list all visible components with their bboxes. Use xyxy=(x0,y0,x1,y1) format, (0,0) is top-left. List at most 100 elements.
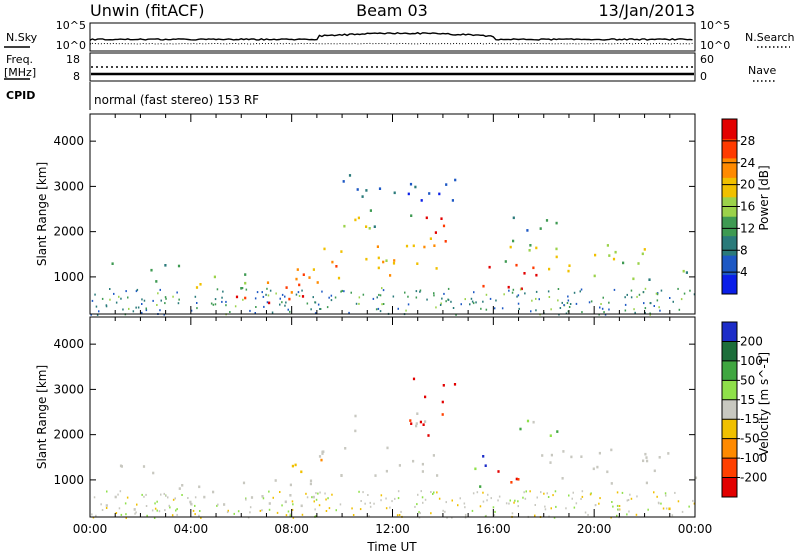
power-noise-cell xyxy=(355,302,358,305)
power-noise-cell xyxy=(267,294,270,297)
velocity-cell-b12 xyxy=(532,420,535,424)
power-noise-cell xyxy=(271,311,274,314)
velocity-noise-cell xyxy=(145,493,147,496)
y-tick-label: 2000 xyxy=(53,225,84,239)
velocity-noise-cell xyxy=(176,508,178,511)
velocity-noise-cell xyxy=(572,491,574,494)
velocity-noise-cell xyxy=(584,511,587,514)
velocity-noise-cell xyxy=(181,494,183,496)
power-noise-cell xyxy=(156,304,158,306)
power-noise-cell xyxy=(263,305,265,308)
power-noise-cell xyxy=(164,302,166,305)
velocity-noise-cell xyxy=(398,514,401,516)
power-colorbar-swatch xyxy=(722,119,737,139)
power-noise-cell xyxy=(501,307,504,310)
power-cell-b12 xyxy=(555,255,558,259)
power-cell-b6 xyxy=(405,244,409,248)
x-tick-label: 20:00 xyxy=(577,522,612,536)
velocity-noise-cell xyxy=(594,504,597,506)
power-noise-cell xyxy=(601,307,604,310)
x-tick-label: 16:00 xyxy=(476,522,511,536)
power-noise-cell xyxy=(404,291,406,294)
power-noise-cell xyxy=(659,309,661,312)
power-noise-cell xyxy=(281,293,284,296)
velocity-colorbar: 200 100 50 15 -15 -50 -100 -200 xyxy=(721,321,767,498)
power-cell-b7 xyxy=(440,217,443,220)
velocity-noise-cell xyxy=(397,490,400,493)
velocity-noise-cell xyxy=(547,496,550,498)
power-noise-cell xyxy=(145,307,147,310)
power-noise-cell xyxy=(165,297,167,300)
power-axes: 1000 2000 3000 4000 xyxy=(53,114,696,314)
power-noise-cell xyxy=(279,297,281,300)
velocity-noise-cell xyxy=(618,505,621,507)
velocity-noise-cell xyxy=(514,499,516,502)
cpid-text: normal (fast stereo) 153 RF xyxy=(94,93,259,107)
freq-panel-frame xyxy=(89,52,696,82)
power-cell-b6 xyxy=(392,262,396,265)
velocity-noise-cell xyxy=(479,505,482,508)
power-noise-cell xyxy=(340,290,342,293)
velocity-noise-cell xyxy=(674,491,676,494)
power-cell-b3 xyxy=(268,301,271,305)
power-noise-cell xyxy=(249,309,251,312)
velocity-cell-b2 xyxy=(268,502,271,505)
velocity-noise-cell xyxy=(165,494,167,497)
power-cell-b10 xyxy=(515,263,518,267)
power-cell-b14 xyxy=(512,239,515,243)
power-colorbar-swatch xyxy=(722,138,737,159)
velocity-noise-cell xyxy=(464,506,466,509)
power-colorbar-tick-label: 20 xyxy=(740,178,755,192)
velocity-noise-cell xyxy=(430,512,432,515)
power-cell-b11 xyxy=(509,245,512,249)
velocity-noise-cell xyxy=(317,492,319,495)
power-noise-cell xyxy=(511,291,514,294)
velocity-cell-b2 xyxy=(289,483,292,487)
power-noise-cell xyxy=(221,300,223,303)
power-noise-cell xyxy=(588,301,591,304)
velocity-cell-b12 xyxy=(519,427,522,431)
velocity-noise-cell xyxy=(315,498,318,501)
velocity-cell-b10 xyxy=(484,464,487,467)
velocity-cell-b3 xyxy=(309,482,312,486)
power-cell-b4 xyxy=(285,286,288,289)
power-noise-cell xyxy=(266,287,268,290)
nave-tick-top: 60 xyxy=(700,53,714,66)
velocity-noise-cell xyxy=(523,491,525,494)
power-noise-cell xyxy=(176,291,178,294)
power-noise-cell xyxy=(372,297,375,300)
velocity-cell-b11 xyxy=(596,465,599,469)
velocity-noise-cell xyxy=(268,490,270,493)
power-cell-b13 xyxy=(632,277,635,281)
velocity-noise-cell xyxy=(352,514,355,516)
velocity-cell-b2 xyxy=(198,485,201,489)
velocity-noise-cell xyxy=(544,505,546,508)
power-noise-cell xyxy=(358,296,361,299)
velocity-noise-cell xyxy=(276,511,279,514)
velocity-noise-cell xyxy=(436,491,438,494)
power-noise-cell xyxy=(608,308,610,311)
velocity-noise-cell xyxy=(119,490,122,493)
power-noise-cell xyxy=(557,288,560,290)
power-ylabel: Slant Range [km] xyxy=(35,162,49,266)
x-axis-title: Time UT xyxy=(366,540,417,554)
velocity-noise-cell xyxy=(115,512,118,514)
velocity-noise-cell xyxy=(160,493,162,496)
power-colorbar-swatch xyxy=(722,216,737,237)
velocity-noise-cell xyxy=(174,497,176,500)
velocity-noise-cell xyxy=(417,493,419,496)
power-noise-cell xyxy=(470,297,473,300)
power-noise-cell xyxy=(485,308,488,311)
power-heatmap xyxy=(90,174,696,316)
velocity-noise-cell xyxy=(580,498,582,500)
velocity-noise-cell xyxy=(513,501,515,504)
velocity-cell-b2 xyxy=(178,487,181,490)
freq-label: Freq. xyxy=(6,53,33,66)
velocity-cell-b2 xyxy=(300,504,303,508)
velocity-noise-cell xyxy=(171,514,174,517)
velocity-noise-cell xyxy=(445,501,447,504)
power-noise-cell xyxy=(392,295,395,298)
power-noise-cell xyxy=(120,297,122,300)
power-cell-b10 xyxy=(523,272,526,275)
power-noise-cell xyxy=(242,298,244,301)
